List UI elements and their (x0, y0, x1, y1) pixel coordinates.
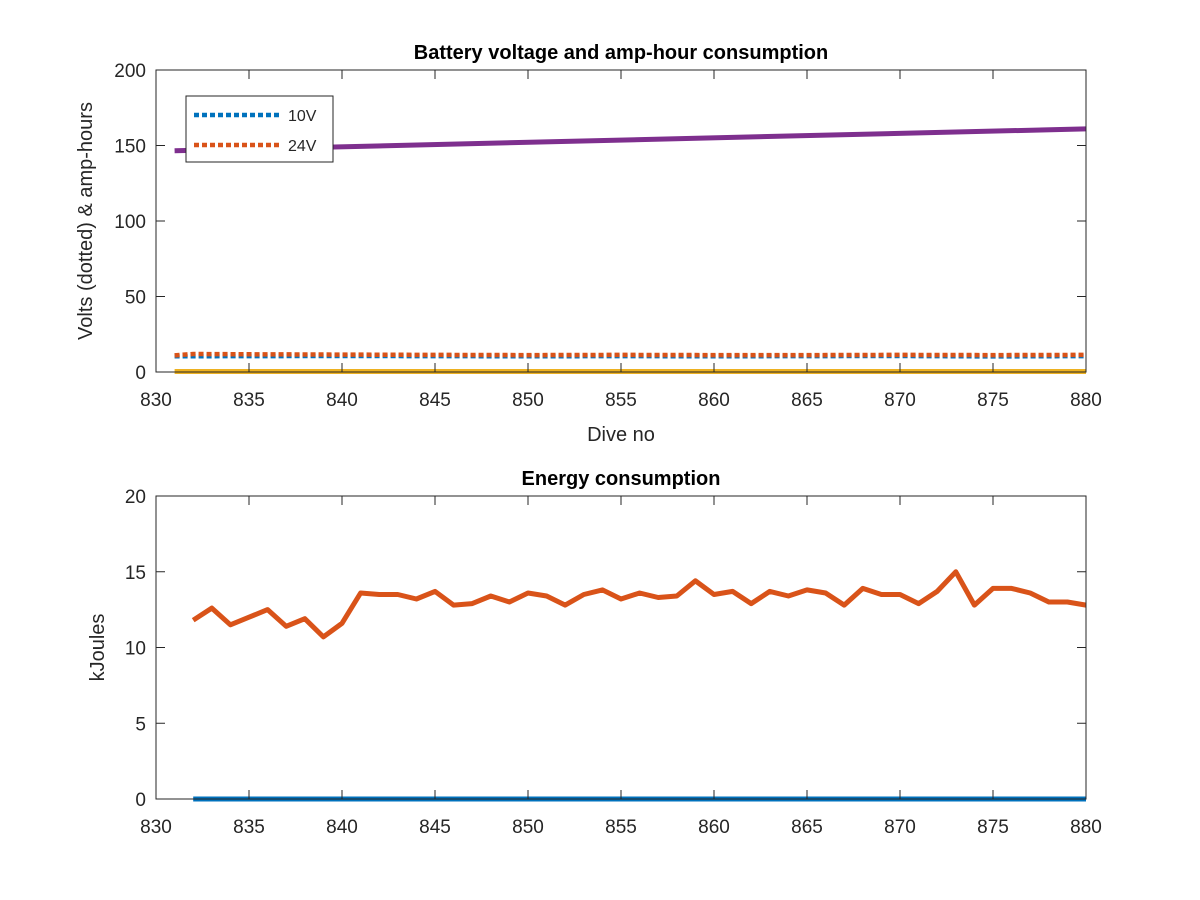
plot1-title: Battery voltage and amp-hour consumption (414, 42, 828, 64)
x-tick-label: 870 (884, 390, 916, 411)
x-tick-label: 855 (605, 817, 637, 838)
energy-consumption-chart: 830 835 840 845 850 855 860 865 870 875 880 0 5 10 15 2… (87, 468, 1102, 838)
series-line-24v (174, 351, 1087, 358)
plot2-ticks: 830 835 840 845 850 855 860 865 870 875 880 0 5 10 15 2… (125, 487, 1102, 838)
x-tick-label: 860 (698, 390, 730, 411)
x-tick-label: 860 (698, 817, 730, 838)
x-tick-label: 865 (791, 390, 823, 411)
y-tick-label: 150 (114, 137, 146, 158)
x-tick-label: 875 (977, 817, 1009, 838)
x-tick-label: 830 (140, 817, 172, 838)
plot2-y-axis-label: kJoules (87, 614, 109, 682)
y-tick-label: 5 (135, 714, 146, 735)
x-tick-label: 880 (1070, 390, 1102, 411)
y-tick-label: 0 (135, 790, 146, 811)
y-tick-label: 15 (125, 563, 146, 584)
plot1-ticks: 830 835 840 845 850 855 860 865 870 875 880 0 50 100 1… (114, 61, 1102, 411)
plot2-title: Energy consumption (522, 468, 721, 490)
y-tick-label: 200 (114, 61, 146, 82)
x-tick-label: 840 (326, 390, 358, 411)
y-tick-label: 100 (114, 212, 146, 233)
series-line-1-1 (191, 569, 1087, 640)
x-tick-label: 850 (512, 817, 544, 838)
x-tick-label: 850 (512, 390, 544, 411)
legend-label-24v: 24V (288, 138, 317, 155)
legend-label-10v: 10V (288, 108, 317, 125)
x-tick-label: 845 (419, 390, 451, 411)
x-tick-label: 830 (140, 390, 172, 411)
x-tick-label: 870 (884, 817, 916, 838)
y-tick-label: 20 (125, 487, 146, 508)
x-tick-label: 835 (233, 390, 265, 411)
x-tick-label: 845 (419, 817, 451, 838)
y-tick-label: 0 (135, 363, 146, 384)
x-tick-label: 855 (605, 390, 637, 411)
plot1-x-axis-label: Dive no (587, 424, 655, 446)
x-tick-label: 875 (977, 390, 1009, 411)
plot1-y-axis-label: Volts (dotted) & amp-hours (75, 102, 97, 340)
y-tick-label: 50 (125, 288, 146, 309)
x-tick-label: 865 (791, 817, 823, 838)
y-tick-label: 10 (125, 639, 146, 660)
x-tick-label: 840 (326, 817, 358, 838)
x-tick-label: 880 (1070, 817, 1102, 838)
legend-box (185, 95, 334, 163)
x-tick-label: 835 (233, 817, 265, 838)
battery-voltage-chart: 830 835 840 845 850 855 860 865 870 875 880 0 50 100 1… (75, 42, 1102, 446)
plot1-legend: 10V 24V (185, 95, 334, 163)
